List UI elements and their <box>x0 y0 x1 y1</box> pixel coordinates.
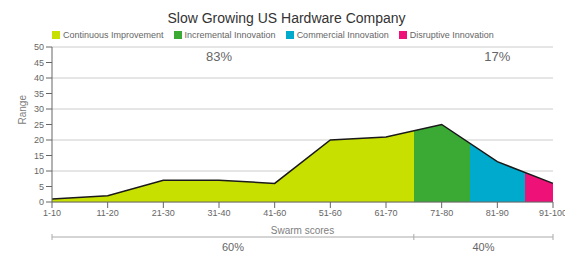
svg-text:11-20: 11-20 <box>96 208 118 218</box>
svg-text:81-90: 81-90 <box>486 208 509 218</box>
svg-text:5: 5 <box>39 182 44 192</box>
html-text:Continuous Improvement: Continuous Improvement <box>63 30 164 40</box>
svg-text:15: 15 <box>34 151 44 161</box>
svg-text:41-60: 41-60 <box>263 208 286 218</box>
svg-text:30: 30 <box>34 104 44 114</box>
svg-text:50: 50 <box>34 42 44 52</box>
svg-text:0: 0 <box>39 197 44 207</box>
svg-text:31-40: 31-40 <box>207 208 230 218</box>
svg-text:21-30: 21-30 <box>152 208 175 218</box>
svg-text:83%: 83% <box>206 49 232 64</box>
svg-text:61-70: 61-70 <box>374 208 397 218</box>
svg-text:35: 35 <box>34 89 44 99</box>
svg-text:60%: 60% <box>222 241 244 253</box>
svg-text:40: 40 <box>34 73 44 83</box>
html-text:Slow Growing US Hardware Compa: Slow Growing US Hardware Company <box>167 10 406 26</box>
svg-text:20: 20 <box>34 135 44 145</box>
svg-text:25: 25 <box>34 120 44 130</box>
svg-text:17%: 17% <box>484 49 510 64</box>
svg-text:Swarm scores: Swarm scores <box>271 225 334 234</box>
html-text:Incremental Innovation: Incremental Innovation <box>184 30 276 40</box>
svg-text:51-60: 51-60 <box>319 208 342 218</box>
svg-text:40%: 40% <box>472 241 494 253</box>
svg-text:45: 45 <box>34 58 44 68</box>
html-text:Disruptive Innovation: Disruptive Innovation <box>409 30 494 40</box>
svg-text:91-100: 91-100 <box>539 208 565 218</box>
svg-text:1-10: 1-10 <box>43 208 61 218</box>
svg-text:10: 10 <box>34 166 44 176</box>
svg-text:Range: Range <box>17 95 28 125</box>
html-text:Commercial Innovation: Commercial Innovation <box>296 30 389 40</box>
svg-text:71-80: 71-80 <box>430 208 453 218</box>
